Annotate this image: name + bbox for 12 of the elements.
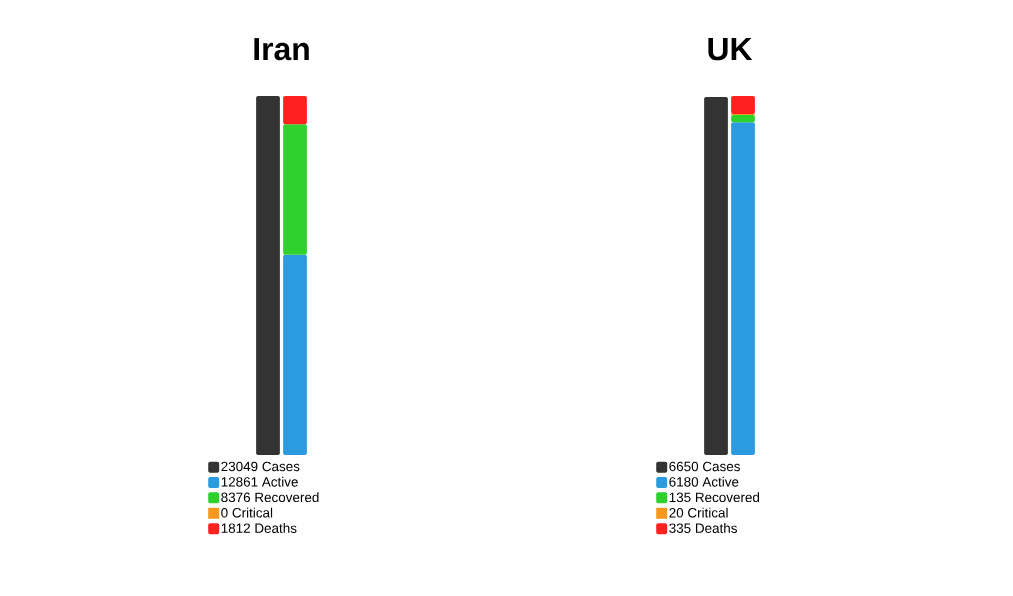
legend-label: 135 Recovered <box>669 492 760 503</box>
legend-label: 1812 Deaths <box>221 523 297 533</box>
legend-label: 6650 Cases <box>669 461 740 472</box>
legend-label: 20 Critical <box>669 507 728 518</box>
legend-label: 6180 Active <box>669 476 739 487</box>
legend-label: 12861 Active <box>221 476 298 487</box>
legend-label: 8376 Recovered <box>221 492 319 503</box>
legend-label: 335 Deaths <box>669 523 737 533</box>
legend-label: 0 Critical <box>221 507 273 518</box>
chart-title: UK <box>708 38 753 61</box>
legend-label: 23049 Cases <box>221 461 300 472</box>
chart-title: Iran <box>254 38 309 61</box>
